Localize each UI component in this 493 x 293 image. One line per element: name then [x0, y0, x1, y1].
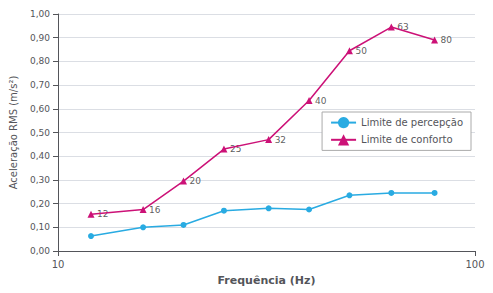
svg-text:10: 10: [52, 259, 65, 270]
svg-text:0,90: 0,90: [30, 33, 50, 43]
svg-text:0,80: 0,80: [30, 56, 50, 66]
svg-text:40: 40: [315, 96, 327, 106]
svg-text:32: 32: [275, 135, 286, 145]
svg-text:0,50: 0,50: [30, 128, 50, 138]
svg-text:Aceleração RMS (m/s²): Aceleração RMS (m/s²): [8, 76, 19, 190]
svg-text:Limite de percepção: Limite de percepção: [361, 117, 463, 128]
svg-text:16: 16: [149, 205, 161, 215]
svg-text:0,60: 0,60: [30, 104, 50, 114]
svg-text:100: 100: [465, 259, 484, 270]
svg-text:20: 20: [190, 176, 202, 186]
svg-text:50: 50: [355, 46, 367, 56]
svg-text:0,40: 0,40: [30, 151, 50, 161]
svg-text:0,30: 0,30: [30, 175, 50, 185]
svg-text:0,70: 0,70: [30, 80, 50, 90]
svg-text:12: 12: [97, 209, 109, 220]
svg-text:0,00: 0,00: [30, 246, 50, 256]
svg-text:Frequência (Hz): Frequência (Hz): [218, 274, 316, 287]
svg-text:0,10: 0,10: [30, 222, 50, 232]
svg-text:0,20: 0,20: [30, 199, 50, 209]
svg-text:63: 63: [397, 22, 409, 32]
svg-text:Limite de conforto: Limite de conforto: [361, 134, 453, 145]
svg-text:25: 25: [229, 144, 242, 155]
svg-text:80: 80: [441, 35, 453, 45]
svg-text:1,00: 1,00: [30, 9, 50, 19]
